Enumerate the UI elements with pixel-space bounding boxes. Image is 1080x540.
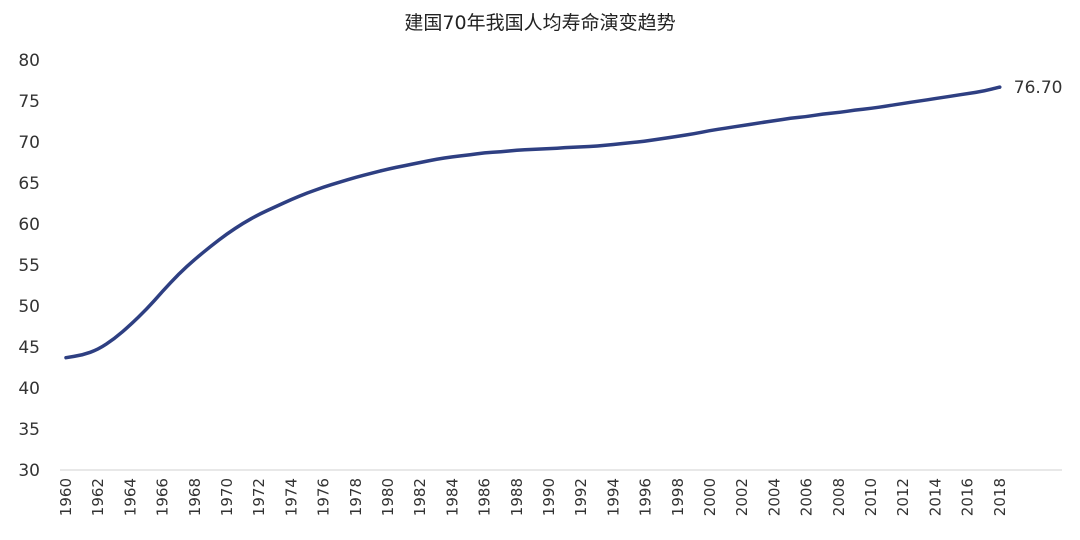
x-tick-label: 2006 [798,478,816,516]
x-tick-label: 1974 [282,478,300,516]
y-tick-label: 40 [18,379,40,399]
y-axis: 30 35 40 45 50 55 60 65 70 75 80 [18,51,40,481]
x-tick-label: 1984 [443,478,461,516]
x-tick-label: 1964 [121,478,139,516]
y-tick-label: 30 [18,461,40,481]
x-tick-label: 1996 [637,478,655,516]
x-tick-label: 1998 [669,478,687,516]
x-tick-label: 1992 [572,478,590,516]
x-tick-label: 1978 [347,478,365,516]
x-tick-label: 2004 [765,478,783,516]
y-tick-label: 55 [18,256,40,276]
x-tick-label: 1972 [250,478,268,516]
y-tick-label: 50 [18,297,40,317]
x-tick-label: 2010 [862,478,880,516]
y-tick-label: 65 [18,174,40,194]
x-tick-label: 2000 [701,478,719,516]
series-line [64,85,1002,360]
x-tick-label: 1994 [604,478,622,516]
y-tick-label: 80 [18,51,40,71]
x-tick-label: 1976 [315,478,333,516]
x-tick-label: 2014 [926,478,944,516]
x-tick-label: 1966 [154,478,172,516]
x-tick-label: 2016 [959,478,977,516]
x-tick-label: 1968 [186,478,204,516]
y-tick-label: 60 [18,215,40,235]
x-tick-label: 2002 [733,478,751,516]
x-axis: 1960 1962 1964 1966 1968 1970 1972 1974 1976 1978… [57,478,1009,516]
x-tick-label: 1960 [57,478,75,516]
y-tick-label: 70 [18,133,40,153]
data-label-end: 76.70 [1014,78,1063,98]
y-tick-label: 35 [18,420,40,440]
x-tick-label: 1970 [218,478,236,516]
x-tick-label: 1988 [508,478,526,516]
x-tick-label: 1962 [89,478,107,516]
x-tick-label: 1982 [411,478,429,516]
x-tick-label: 2008 [830,478,848,516]
x-tick-label: 1990 [540,478,558,516]
y-tick-label: 75 [18,92,40,112]
x-tick-label: 1986 [476,478,494,516]
x-tick-label: 2018 [991,478,1009,516]
x-tick-label: 1980 [379,478,397,516]
x-tick-label: 2012 [894,478,912,516]
y-tick-label: 45 [18,338,40,358]
chart-title: 建国70年我国人均寿命演变趋势 [404,12,676,34]
